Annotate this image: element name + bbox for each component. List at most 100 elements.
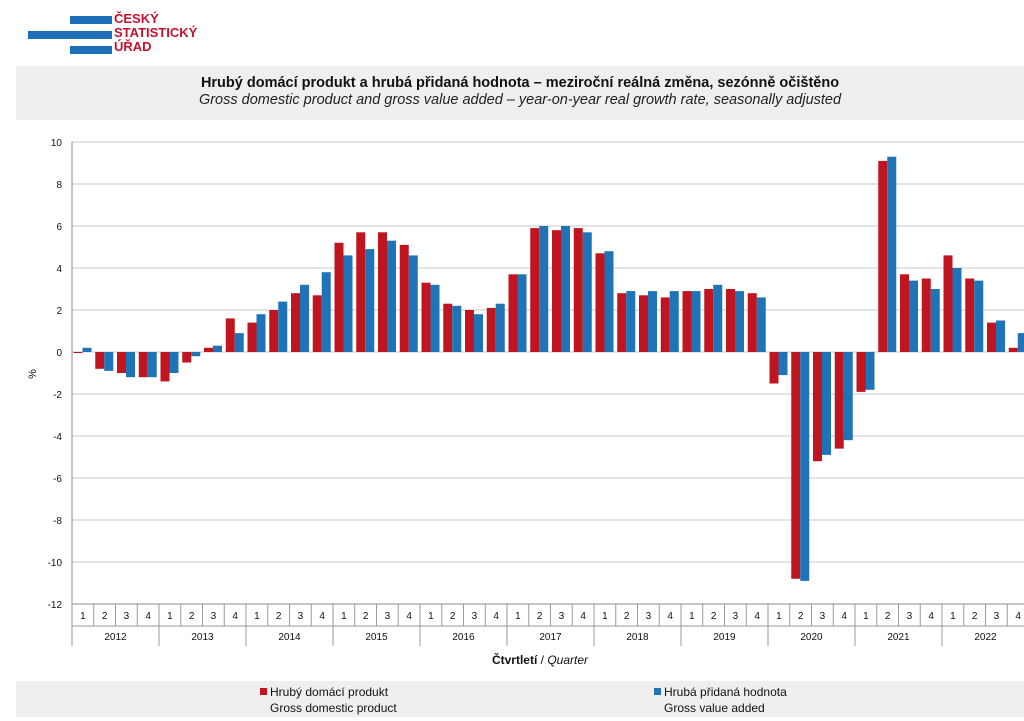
bar-gva — [387, 240, 396, 352]
quarter-label: 3 — [907, 611, 913, 622]
bar-gva — [952, 268, 962, 352]
bar-gva — [691, 291, 701, 352]
quarter-label: 3 — [559, 611, 565, 622]
bar-gva — [343, 255, 353, 352]
bar-gva — [234, 333, 244, 352]
bar-gva — [800, 352, 810, 581]
bar-gdp — [225, 318, 235, 352]
bar-gva — [278, 301, 288, 352]
bar-gdp — [204, 347, 213, 352]
bar-gva — [321, 272, 331, 352]
bar-gdp — [421, 282, 431, 352]
quarter-label: 4 — [493, 611, 499, 622]
year-label: 2015 — [365, 632, 388, 643]
quarter-label: 1 — [602, 611, 608, 622]
bar-gva — [169, 352, 179, 373]
quarter-label: 1 — [776, 611, 782, 622]
quarter-label: 4 — [667, 611, 673, 622]
bar-gva — [996, 320, 1005, 352]
bar-gdp — [530, 228, 540, 352]
legend-label-gdp: Hrubý domácí produkt — [270, 685, 389, 699]
legend-item-gdp: Hrubý domácí produkt Gross domestic prod… — [260, 684, 397, 716]
quarter-label: 1 — [515, 611, 521, 622]
y-tick-label: -10 — [48, 558, 63, 569]
bar-gdp — [878, 160, 888, 352]
bar-gva — [452, 305, 462, 352]
y-axis-ticks: -12 -10 -8 -6 -4 -2 0 2 4 6 8 10 — [48, 138, 63, 611]
y-tick-label: 4 — [56, 264, 62, 275]
quarter-label: 4 — [928, 611, 934, 622]
quarter-label: 2 — [972, 611, 978, 622]
bar-gdp — [508, 274, 518, 352]
y-tick-label: 6 — [56, 222, 62, 233]
bar-gva — [735, 291, 744, 352]
legend-item-gva: Hrubá přidaná hodnota Gross value added — [654, 684, 787, 716]
bar-chart: -12 -10 -8 -6 -4 -2 0 2 4 6 8 10 % 1 2 3 4 1 2 3 4 1 2 3 4 1 2 3 4… — [27, 138, 1024, 646]
bar-gdp — [138, 352, 148, 378]
bar-gdp — [682, 291, 692, 352]
quarter-label: 3 — [385, 611, 391, 622]
bar-gdp — [595, 253, 605, 352]
quarter-label: 1 — [428, 611, 434, 622]
x-axis-title-en: Quarter — [547, 653, 589, 667]
bar-gva — [539, 226, 549, 352]
bar-gdp — [182, 352, 192, 363]
quarter-label: 4 — [580, 611, 586, 622]
year-label: 2022 — [974, 632, 997, 643]
y-tick-label: 10 — [51, 138, 63, 149]
legend-label-gva-en: Gross value added — [664, 701, 765, 715]
y-tick-label: 0 — [56, 348, 62, 359]
bar-gva — [582, 232, 592, 352]
bar-gva — [843, 352, 853, 441]
bar-gdp — [465, 310, 474, 352]
bar-gdp — [269, 310, 279, 352]
logo-line-2: STATISTICKÝ — [114, 25, 198, 40]
quarter-label: 2 — [624, 611, 630, 622]
quarter-label: 2 — [798, 611, 804, 622]
quarter-label: 3 — [298, 611, 304, 622]
bar-gva — [930, 289, 940, 352]
x-axis-title-cz: Čtvrtletí — [491, 653, 538, 667]
year-label: 2020 — [800, 632, 823, 643]
bar-gdp — [704, 289, 714, 352]
bar-gva — [191, 352, 201, 357]
quarter-label: 4 — [145, 611, 151, 622]
logo-line-1: ČESKÝ — [114, 11, 159, 26]
bar-gdp — [856, 352, 866, 392]
year-label: 2017 — [539, 632, 562, 643]
quarter-label: 2 — [102, 611, 108, 622]
bar-gdp — [552, 230, 561, 352]
bar-gdp — [356, 232, 366, 352]
bar-gdp — [443, 303, 453, 352]
bar-gva — [669, 291, 679, 352]
quarter-label: 3 — [646, 611, 652, 622]
bar-gva — [495, 303, 505, 352]
bar-gva — [147, 352, 157, 378]
legend-swatch-gva — [654, 688, 661, 695]
bar-gva — [887, 156, 897, 352]
bar-gva — [561, 226, 570, 352]
quarter-label: 4 — [406, 611, 412, 622]
logo-bar-3 — [70, 46, 112, 54]
quarter-label: 3 — [994, 611, 1000, 622]
bar-gva — [648, 291, 657, 352]
bar-gdp — [1008, 347, 1018, 352]
bar-gdp — [660, 297, 670, 352]
bar-gva — [365, 249, 375, 352]
bar-gva — [474, 314, 483, 352]
quarter-label: 4 — [1015, 611, 1021, 622]
quarter-label: 4 — [232, 611, 238, 622]
bar-gva — [104, 352, 114, 371]
bar-gva — [82, 347, 92, 352]
y-tick-label: -4 — [53, 432, 62, 443]
quarter-label: 1 — [167, 611, 173, 622]
chart-subtitle: Gross domestic product and gross value a… — [198, 92, 842, 108]
legend: Hrubý domácí produkt Gross domestic prod… — [16, 681, 1024, 717]
bar-gdp — [95, 352, 105, 369]
bar-gva — [865, 352, 875, 390]
bar-gdp — [573, 228, 583, 352]
quarter-label: 2 — [885, 611, 891, 622]
bar-gva — [213, 345, 222, 352]
title-band: Hrubý domácí produkt a hrubá přidaná hod… — [16, 66, 1024, 120]
bar-gdp — [769, 352, 779, 384]
